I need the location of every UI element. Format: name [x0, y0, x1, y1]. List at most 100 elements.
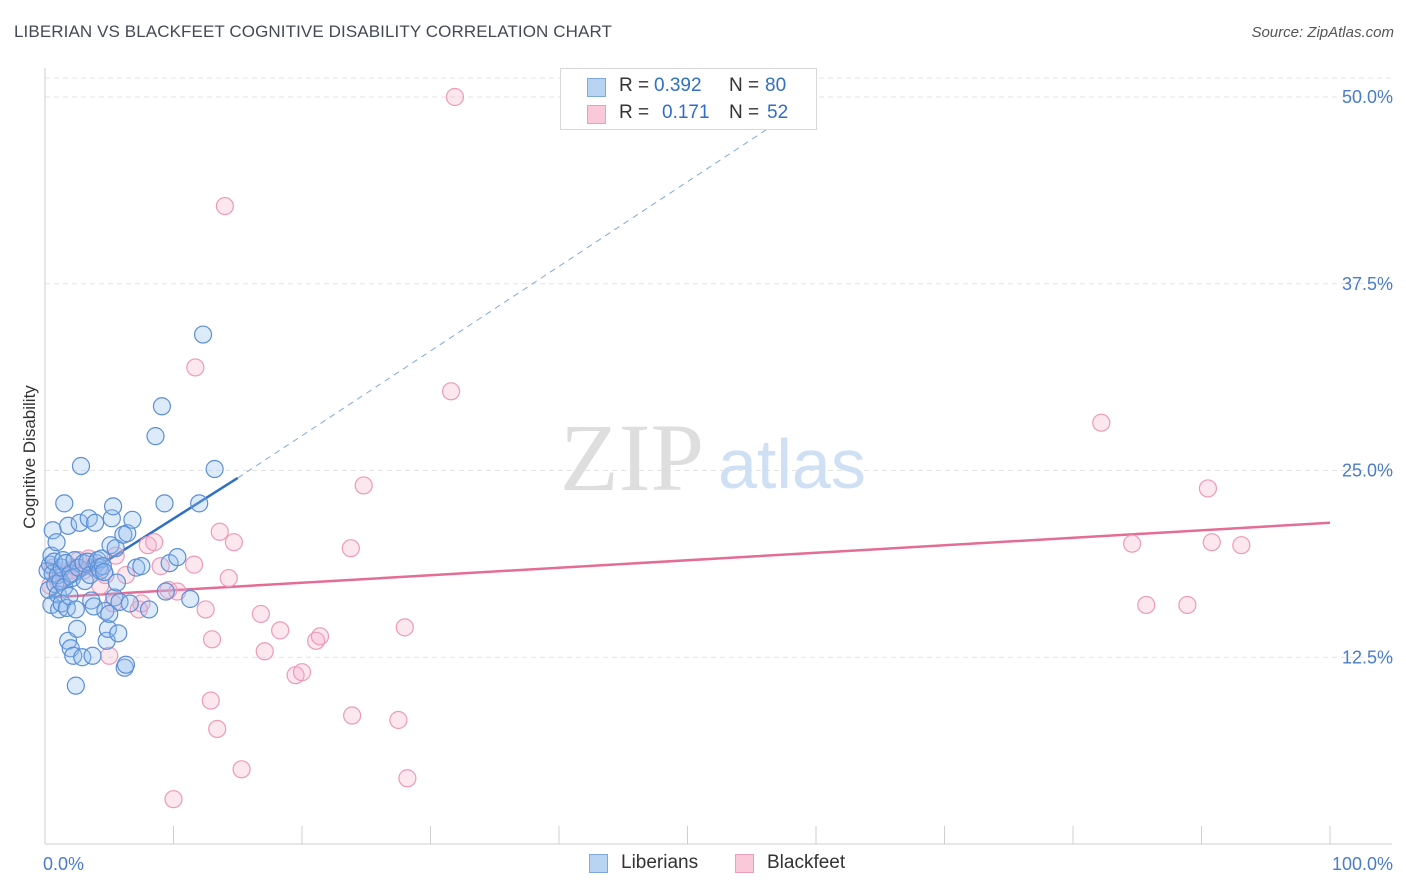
liberians-point: [92, 549, 111, 568]
liberians-point: [106, 539, 125, 558]
blackfeet-point: [1123, 534, 1142, 553]
axes: [44, 68, 1392, 845]
legend-r-value-blackfeet: 0.171: [662, 102, 710, 123]
x-tick-label: 100.0%: [1332, 854, 1393, 874]
liberians-point: [48, 585, 67, 604]
blackfeet-point: [251, 604, 270, 624]
blackfeet-point: [184, 555, 204, 574]
y-axis-label: Cognitive Disability: [20, 385, 39, 529]
liberians-point: [75, 571, 94, 591]
blackfeet-point: [196, 600, 215, 619]
blackfeet-point: [1232, 536, 1251, 555]
liberians-point: [95, 562, 114, 582]
liberians-point: [190, 494, 209, 513]
blackfeet-point: [145, 533, 164, 552]
blackfeet-point: [106, 546, 125, 565]
liberians-point: [70, 513, 89, 532]
liberians-point: [120, 594, 139, 613]
blackfeet-point: [1137, 595, 1156, 615]
trend-line-blackfeet: [48, 521, 1331, 599]
blackfeet-point: [343, 706, 362, 725]
liberians-point: [193, 325, 213, 344]
watermark-zip: ZIP: [560, 404, 704, 511]
liberians-point: [146, 427, 165, 446]
liberians-point: [168, 548, 187, 567]
blackfeet-point: [208, 719, 227, 739]
blackfeet-point: [201, 691, 220, 710]
blackfeet-point: [202, 630, 222, 649]
liberians-point: [152, 397, 172, 416]
bottom-legend-label-blackfeet: Blackfeet: [767, 852, 846, 873]
y-tick-label: 25.0%: [1342, 461, 1393, 481]
liberians-point: [109, 624, 128, 643]
bottom-swatch-blackfeet: [735, 854, 754, 873]
liberians-point: [116, 655, 136, 674]
liberians-point: [139, 600, 159, 619]
liberians-point: [55, 494, 74, 513]
liberians-point: [205, 459, 224, 479]
liberians-point: [66, 676, 85, 695]
source-label: Source: ZipAtlas.com: [1251, 24, 1394, 41]
blackfeet-point: [354, 476, 373, 495]
blackfeet-point: [398, 769, 417, 788]
y-tick-label: 50.0%: [1342, 87, 1393, 107]
liberians-point: [181, 589, 200, 609]
correlation-legend: R = 0.392 N = 80 R = 0.171 N = 52: [560, 68, 817, 130]
liberians-point: [59, 516, 78, 535]
blackfeet-point: [441, 382, 461, 401]
legend-n-value-liberians: 80: [765, 75, 787, 96]
blackfeet-point: [224, 533, 243, 552]
liberians-point: [132, 557, 151, 576]
trend-lines: [48, 96, 1331, 599]
liberians-point: [47, 533, 66, 552]
liberians-point: [156, 582, 175, 601]
blackfeet-point: [1178, 595, 1197, 615]
chart-title: LIBERIAN VS BLACKFEET COGNITIVE DISABILI…: [14, 22, 612, 41]
legend-r-label: R =: [619, 75, 650, 96]
watermark: ZIP atlas: [560, 404, 866, 511]
bottom-legend-label-liberians: Liberians: [621, 852, 699, 873]
blackfeet-point: [1202, 533, 1221, 552]
legend-swatch-blackfeet: [587, 105, 606, 124]
legend-swatch-liberians: [587, 78, 606, 97]
legend-row-liberians: R = 0.392 N = 80: [561, 73, 816, 101]
liberians-point: [115, 658, 134, 677]
liberians-point: [104, 497, 123, 516]
blackfeet-point: [255, 642, 274, 661]
legend-n-value-blackfeet: 52: [767, 102, 789, 123]
liberians-point: [83, 646, 102, 665]
y-tick-label: 12.5%: [1342, 647, 1393, 667]
blackfeet-point: [210, 522, 229, 541]
blackfeet-point: [164, 790, 183, 809]
blackfeet-point: [271, 621, 290, 640]
liberians-point: [64, 646, 83, 665]
y-tick-label: 37.5%: [1342, 274, 1393, 294]
liberians-point: [107, 573, 127, 592]
blackfeet-point: [1092, 413, 1111, 432]
blackfeet-point: [215, 196, 234, 216]
legend-row-blackfeet: R = 0.171 N = 52: [561, 100, 816, 128]
legend-n-label: N =: [729, 75, 760, 96]
bottom-swatch-liberians: [589, 854, 608, 873]
liberians-point: [84, 597, 103, 616]
blackfeet-point: [292, 663, 312, 682]
legend-r-label: R =: [619, 102, 650, 123]
blackfeet-point: [1198, 479, 1218, 498]
blackfeet-point: [186, 358, 205, 377]
liberians-point: [68, 619, 87, 638]
liberians-point: [66, 600, 85, 619]
liberians-point: [118, 524, 137, 543]
blackfeet-point: [310, 627, 330, 646]
trend-line-liberians-extension: [237, 96, 817, 479]
blackfeet-point: [341, 539, 360, 558]
axis-ticks: 12.5% 25.0% 37.5% 50.0% 0.0% 100.0%: [43, 87, 1393, 874]
liberians-point: [71, 456, 91, 476]
liberians-point: [93, 557, 112, 576]
liberians-point: [123, 510, 142, 529]
blackfeet-point: [219, 568, 238, 588]
x-tick-label: 0.0%: [43, 854, 84, 874]
liberians-point: [101, 536, 120, 555]
blackfeet-point: [389, 710, 408, 730]
watermark-atlas: atlas: [718, 425, 866, 503]
